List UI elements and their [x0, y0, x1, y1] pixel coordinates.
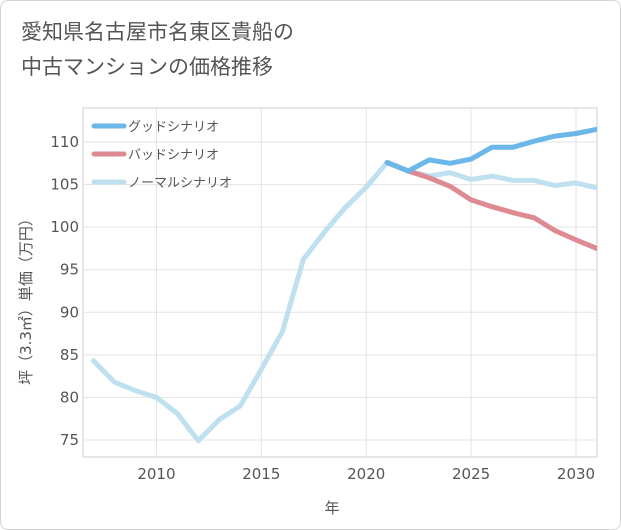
y-tick-label: 110 [50, 133, 79, 151]
y-tick-label: 90 [60, 303, 79, 321]
chart-title: 愛知県名古屋市名東区貴船の 中古マンションの価格推移 [21, 15, 294, 85]
y-tick-label: 80 [60, 388, 79, 406]
axes-layer: 75 80 85 90 95 100 105 110 2010 2015 2020 2025 2030 [50, 133, 595, 483]
series-layer [91, 126, 597, 444]
legend-label: バッドシナリオ [128, 148, 219, 163]
y-tick-label: 105 [50, 176, 79, 194]
y-tick-label: 85 [60, 346, 79, 364]
series-line-0 [384, 126, 597, 174]
x-tick-label: 2010 [137, 465, 175, 483]
y-tick-label: 95 [60, 261, 79, 279]
series-line-1 [384, 160, 597, 251]
legend-label: グッドシナリオ [128, 120, 219, 135]
x-tick-label: 2020 [347, 465, 385, 483]
series-line-2 [91, 160, 597, 444]
grid-layer [82, 107, 598, 458]
chart-title-line-2: 中古マンションの価格推移 [21, 55, 273, 79]
plot-area [82, 107, 598, 458]
legend-label: ノーマルシナリオ [128, 176, 232, 191]
y-tick-label: 100 [50, 218, 79, 236]
x-tick-label: 2025 [452, 465, 490, 483]
y-tick-label: 75 [60, 431, 79, 449]
x-tick-label: 2030 [557, 465, 595, 483]
x-tick-label: 2015 [242, 465, 280, 483]
y-axis-label: 坪（3.3㎡）単価（万円） [17, 211, 35, 385]
x-axis-label: 年 [324, 499, 339, 517]
chart-title-line-1: 愛知県名古屋市名東区貴船の [21, 20, 294, 44]
